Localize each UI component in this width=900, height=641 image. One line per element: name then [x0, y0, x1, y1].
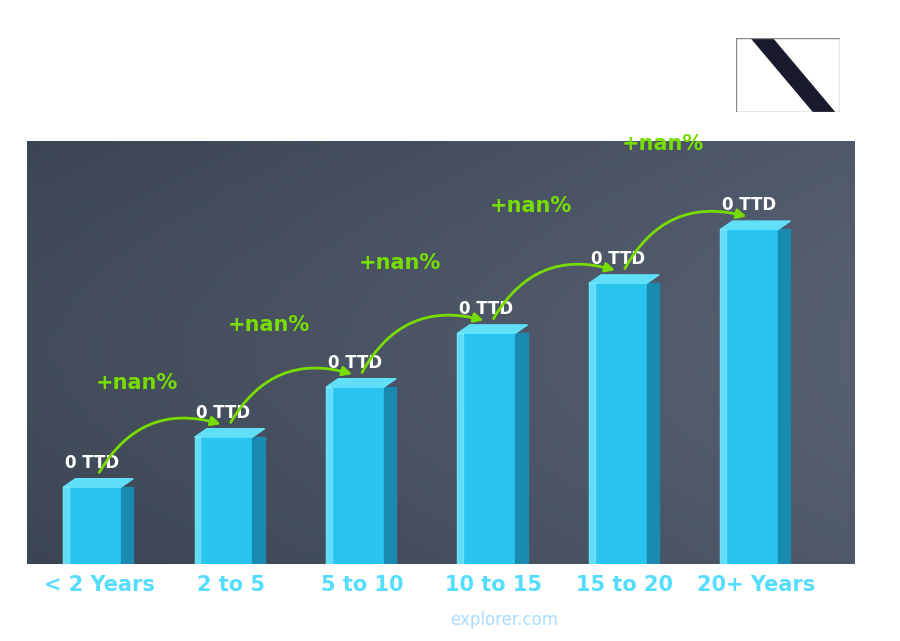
Bar: [383, 387, 396, 564]
Polygon shape: [752, 38, 834, 112]
Text: 0 TTD: 0 TTD: [590, 250, 644, 268]
Bar: [778, 229, 790, 564]
Text: 0 TTD: 0 TTD: [328, 354, 382, 372]
Bar: [457, 333, 464, 564]
Text: explorer.com: explorer.com: [450, 612, 558, 629]
Bar: [516, 333, 527, 564]
Polygon shape: [589, 275, 659, 283]
Text: +nan%: +nan%: [622, 134, 704, 154]
Bar: [326, 387, 332, 564]
Bar: [647, 283, 659, 564]
Bar: [589, 283, 595, 564]
Bar: [121, 487, 133, 564]
Bar: [194, 437, 252, 564]
Polygon shape: [762, 38, 834, 112]
Text: Technical Typist: Technical Typist: [27, 103, 212, 126]
Bar: [252, 437, 265, 564]
Text: salary: salary: [393, 612, 450, 629]
Text: +nan%: +nan%: [228, 315, 310, 335]
Bar: [194, 437, 201, 564]
Polygon shape: [720, 221, 790, 229]
Polygon shape: [752, 38, 824, 112]
Bar: [720, 229, 778, 564]
Bar: [589, 283, 647, 564]
Polygon shape: [194, 429, 265, 437]
Bar: [63, 487, 69, 564]
Polygon shape: [457, 325, 527, 333]
Polygon shape: [326, 379, 396, 387]
Text: 0 TTD: 0 TTD: [459, 300, 513, 318]
Text: 0 TTD: 0 TTD: [65, 454, 119, 472]
Text: 0 TTD: 0 TTD: [196, 404, 250, 422]
Text: Salary Comparison By Experience: Salary Comparison By Experience: [27, 32, 710, 66]
Text: +nan%: +nan%: [359, 253, 441, 273]
Bar: [63, 487, 121, 564]
Polygon shape: [63, 479, 133, 487]
Text: +nan%: +nan%: [491, 196, 572, 215]
Text: 0 TTD: 0 TTD: [722, 196, 777, 214]
Bar: [720, 229, 726, 564]
Text: Average Monthly Salary: Average Monthly Salary: [868, 259, 881, 408]
Bar: [326, 387, 383, 564]
Bar: [457, 333, 516, 564]
Text: +nan%: +nan%: [96, 372, 178, 392]
